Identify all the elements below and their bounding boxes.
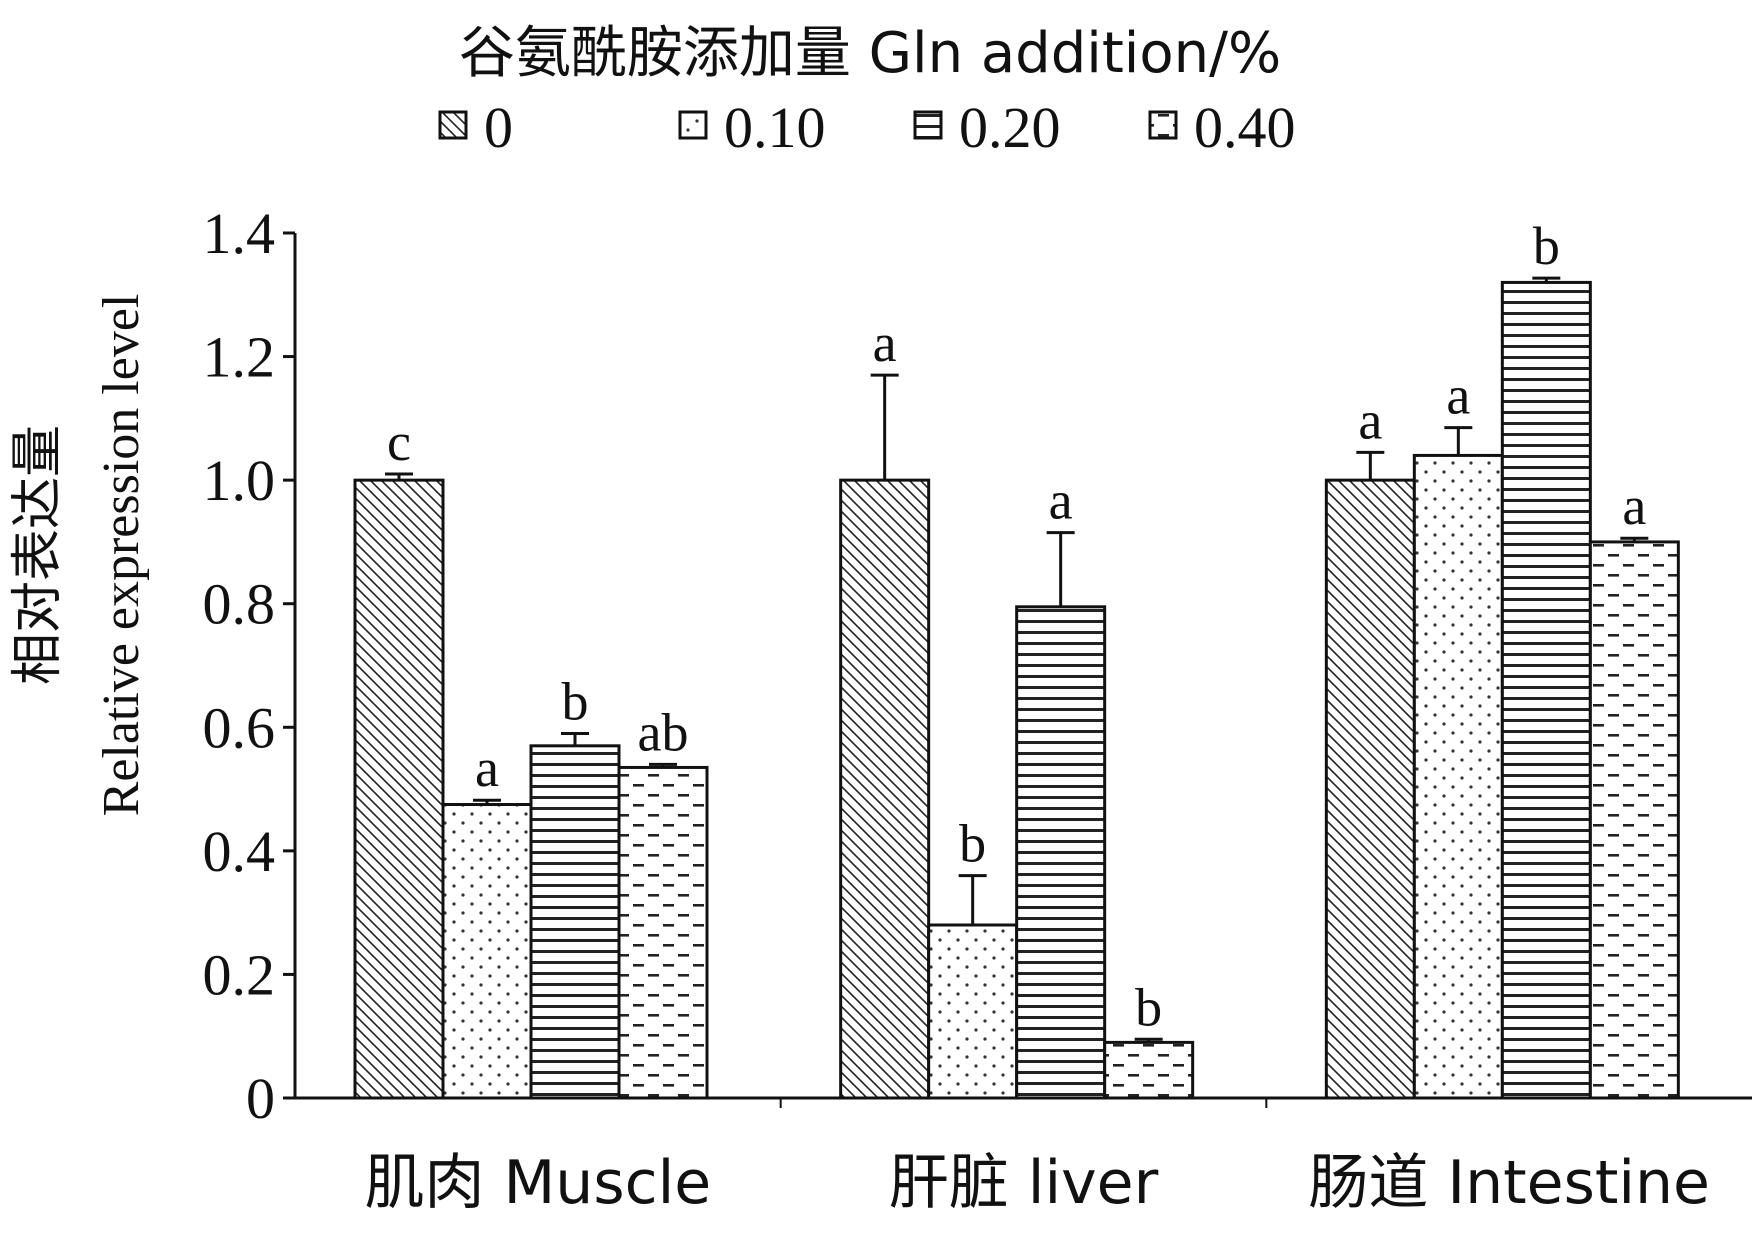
bar [441, 803, 533, 1100]
y-tick-label: 0.8 [203, 572, 276, 637]
bar [1103, 1040, 1195, 1100]
bar [617, 765, 709, 1100]
x-category-label: 肝脏 liver [889, 1148, 1159, 1218]
x-category-label: 肠道 Intestine [1308, 1148, 1710, 1218]
legend-label: 0.10 [724, 95, 826, 160]
y-tick-label: 0 [246, 1066, 275, 1131]
significance-label: c [387, 412, 411, 472]
bar [1500, 280, 1592, 1100]
legend-label: 0.20 [959, 95, 1061, 160]
legend-swatch [1148, 110, 1178, 140]
bar [1324, 478, 1416, 1100]
y-tick-label: 0.2 [203, 942, 276, 1007]
significance-label: ab [638, 702, 689, 762]
axes: 0 0.2 0.4 0.6 0.8 1.0 1.2 1.4 肌肉 Muscle 肝脏 liver 肠… [203, 201, 1752, 1218]
significance-label: b [562, 671, 589, 731]
significance-label: a [873, 313, 897, 373]
legend-title: 谷氨酰胺添加量 Gln addition/% [459, 21, 1281, 86]
bar [1412, 453, 1504, 1100]
significance-label: a [1622, 476, 1646, 536]
y-tick-label: 0.6 [203, 695, 276, 760]
legend-swatch [913, 110, 943, 140]
legend: 0 0.10 0.20 0.40 [438, 95, 1296, 160]
significance-label: a [1358, 390, 1382, 450]
significance-label: a [1049, 471, 1073, 531]
significance-label: b [1533, 216, 1560, 276]
y-tick-label: 1.4 [203, 201, 276, 266]
significance-label: a [475, 738, 499, 798]
significance-label: a [1446, 366, 1470, 426]
legend-swatch [678, 110, 708, 140]
bar [353, 478, 445, 1100]
bar [529, 744, 621, 1100]
y-axis-title-cn: 相对表达量 [8, 425, 68, 685]
significance-label: b [1135, 977, 1162, 1037]
significance-label: b [959, 814, 986, 874]
x-category-label: 肌肉 Muscle [364, 1148, 711, 1218]
bar [1015, 605, 1107, 1100]
bar [1588, 540, 1680, 1100]
bar [839, 478, 931, 1100]
y-tick-label: 1.0 [203, 448, 276, 513]
y-tick-label: 0.4 [203, 819, 276, 884]
y-tick-label: 1.2 [203, 325, 276, 390]
y-axis-title-en: Relative expression level [93, 294, 150, 817]
legend-swatch [438, 110, 468, 140]
legend-label: 0 [484, 95, 513, 160]
bar [927, 923, 1019, 1100]
legend-label: 0.40 [1194, 95, 1296, 160]
